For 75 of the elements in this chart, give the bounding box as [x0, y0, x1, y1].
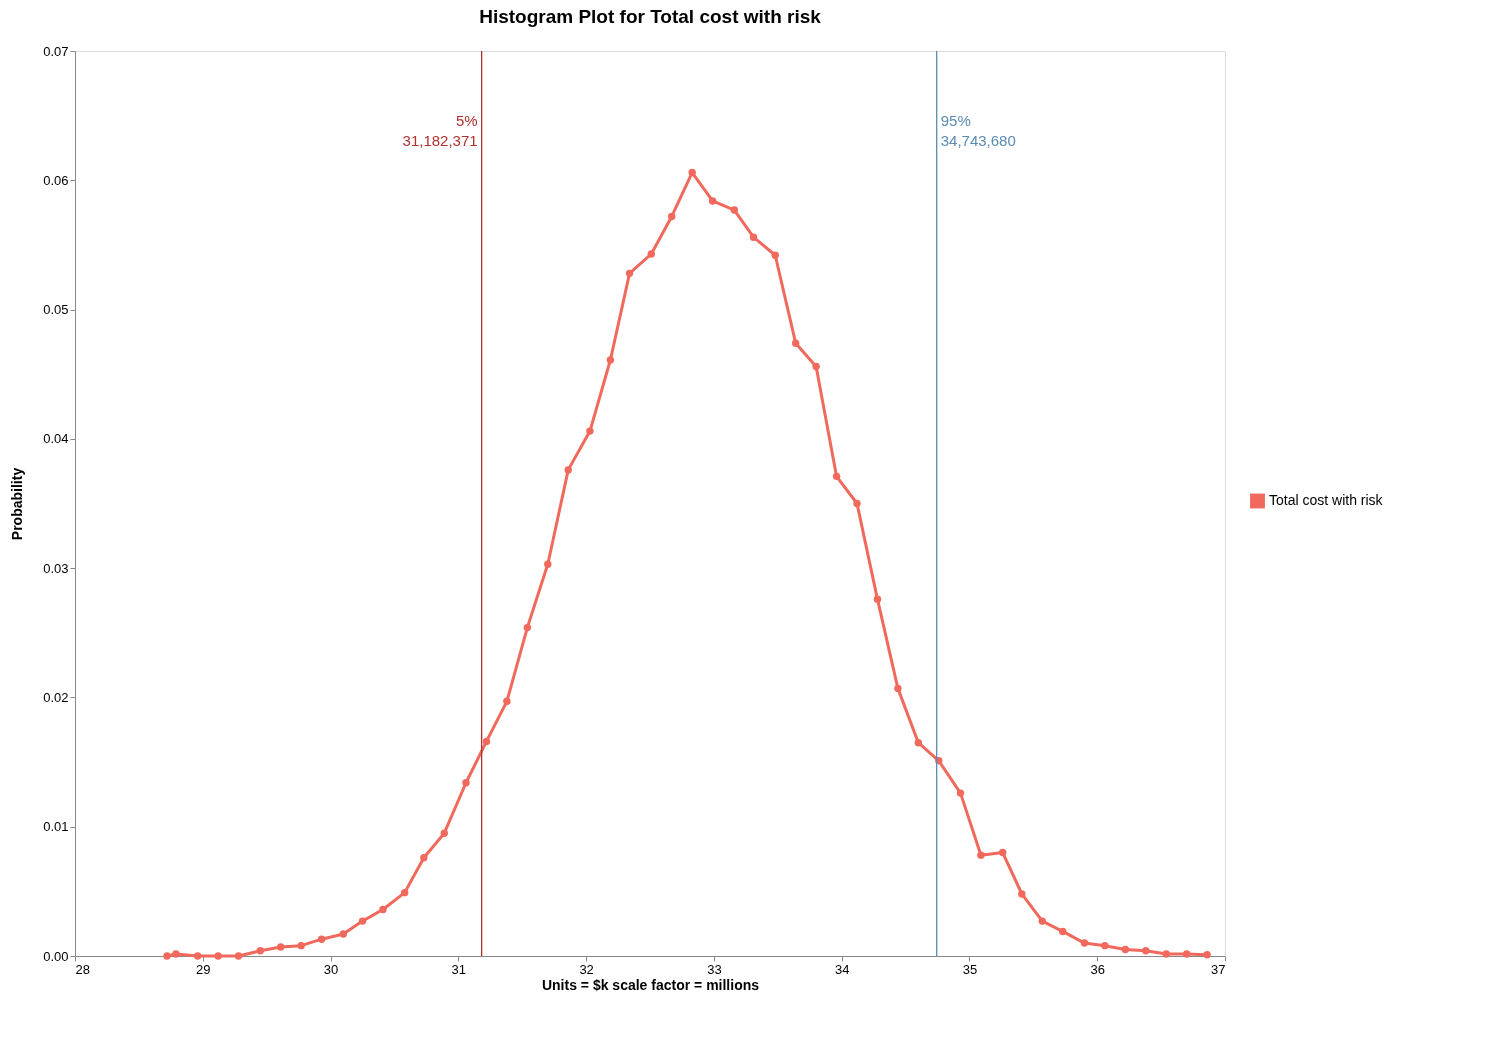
point — [1101, 941, 1109, 950]
point — [214, 952, 222, 960]
point — [503, 697, 511, 706]
point — [977, 851, 985, 859]
point — [625, 269, 634, 278]
x-tick-label: 33 — [707, 961, 722, 977]
point — [832, 472, 841, 481]
x-tick-label: 37 — [1211, 961, 1226, 977]
y-tick-label: 0.01 — [43, 819, 69, 835]
point — [1142, 947, 1150, 955]
y-tick-label: 0.06 — [43, 172, 69, 188]
point — [172, 950, 180, 958]
point — [379, 905, 387, 914]
point — [256, 947, 264, 955]
point — [523, 623, 532, 632]
ref-line-label: 5% 31,182,371 — [402, 112, 478, 149]
point — [544, 560, 552, 568]
point — [400, 888, 409, 897]
point — [1018, 890, 1026, 898]
point — [482, 737, 491, 746]
y-tick-label: 0.07 — [43, 43, 69, 59]
x-tick-label: 36 — [1090, 961, 1105, 977]
x-tick-label: 30 — [323, 961, 339, 977]
point — [277, 943, 285, 951]
y-tick-label: 0.05 — [43, 302, 69, 318]
point — [297, 941, 305, 950]
y-tick-label: 0.02 — [43, 689, 69, 705]
point — [894, 684, 902, 693]
point — [420, 854, 428, 862]
point — [1203, 951, 1211, 959]
point — [771, 251, 779, 259]
point — [234, 952, 243, 960]
point — [998, 848, 1007, 857]
point — [339, 930, 348, 938]
point — [564, 466, 572, 474]
point — [1121, 945, 1130, 954]
point — [853, 499, 861, 508]
point — [358, 917, 367, 925]
point — [730, 206, 739, 214]
point — [1162, 950, 1170, 958]
point — [873, 595, 882, 603]
point — [606, 356, 615, 364]
x-tick-label: 32 — [579, 961, 594, 977]
point — [317, 935, 326, 943]
point — [1059, 927, 1067, 936]
x-tick-label: 28 — [75, 961, 90, 977]
point — [812, 362, 820, 371]
point — [668, 212, 676, 221]
point — [462, 779, 470, 787]
point — [791, 339, 800, 347]
x-tick-label: 31 — [451, 961, 467, 977]
point — [1080, 939, 1089, 947]
point — [914, 738, 923, 747]
x-axis-title: Units = $k scale factor = millions — [541, 976, 760, 993]
point — [749, 233, 758, 241]
point — [586, 427, 594, 435]
x-tick-label: 34 — [834, 961, 850, 977]
ref-line-label: 95% 34,743,680 — [940, 112, 1016, 149]
point — [163, 952, 171, 960]
point — [440, 829, 448, 837]
x-tick-label: 29 — [196, 961, 211, 977]
point — [688, 168, 696, 177]
point — [956, 789, 965, 797]
point — [647, 250, 655, 258]
legend-label: Total cost with risk — [1269, 492, 1384, 508]
chart-title: Histogram Plot for Total cost with risk — [479, 6, 822, 27]
point — [1182, 950, 1191, 958]
point — [708, 197, 717, 205]
y-tick-label: 0.00 — [43, 948, 69, 964]
y-tick-label: 0.04 — [43, 431, 69, 447]
y-axis-title: Probability — [9, 467, 26, 541]
x-tick-label: 35 — [962, 961, 978, 977]
point — [1038, 917, 1046, 925]
point — [193, 952, 202, 960]
y-tick-label: 0.03 — [43, 560, 69, 576]
